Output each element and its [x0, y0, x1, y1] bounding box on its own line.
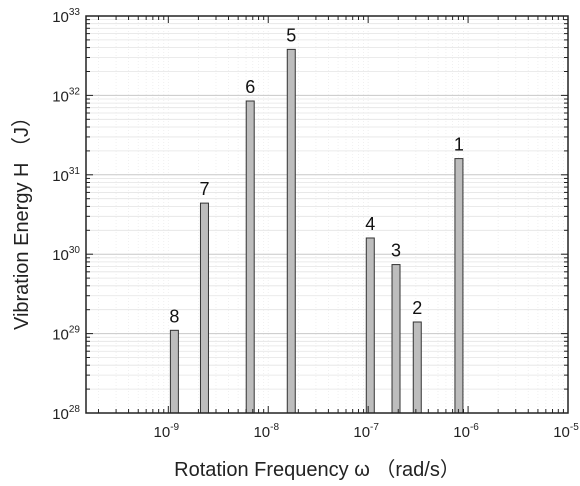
bar-label-2: 2 — [412, 298, 422, 318]
bar-4 — [365, 237, 375, 414]
bar-2 — [412, 321, 422, 414]
bar-1 — [454, 158, 464, 414]
bar-label-6: 6 — [245, 77, 255, 97]
x-tick-label: 10-7 — [353, 422, 379, 441]
bar-label-3: 3 — [391, 241, 401, 261]
axis-ticks — [86, 15, 569, 414]
y-tick-label: 1030 — [52, 245, 80, 264]
y-axis-title: Vibration Energy H （J） — [10, 107, 33, 330]
y-tick-label: 1032 — [52, 86, 80, 105]
y-tick-label: 1031 — [52, 166, 80, 185]
y-tick-label: 1033 — [52, 7, 80, 26]
y-tick-label: 1029 — [52, 325, 80, 344]
bar-label-8: 8 — [169, 306, 179, 326]
bars — [169, 48, 464, 414]
bar-6 — [245, 100, 255, 414]
bar-label-4: 4 — [365, 214, 375, 234]
bar-label-5: 5 — [286, 25, 296, 45]
bar-label-7: 7 — [199, 179, 209, 199]
x-tick-label: 10-5 — [553, 422, 579, 441]
bar-label-1: 1 — [454, 135, 464, 155]
bar-3 — [391, 264, 401, 414]
x-tick-label: 10-9 — [154, 422, 180, 441]
plot-frame — [85, 15, 569, 414]
y-tick-labels: 1028 1029 1030 1031 1032 1033 — [52, 7, 80, 423]
x-tick-label: 10-6 — [453, 422, 479, 441]
grid — [86, 16, 568, 413]
y-tick-label: 1028 — [52, 404, 80, 423]
x-tick-labels: 10-9 10-8 10-7 10-6 10-5 — [154, 422, 580, 441]
x-tick-label: 10-8 — [253, 422, 279, 441]
bar-labels: 1 2 34 5 6 7 8 — [169, 25, 464, 326]
bar-8 — [169, 329, 179, 414]
bar-5 — [286, 48, 296, 414]
bar-7 — [199, 202, 209, 414]
x-axis-title: Rotation Frequency ω （rad/s） — [174, 458, 460, 481]
